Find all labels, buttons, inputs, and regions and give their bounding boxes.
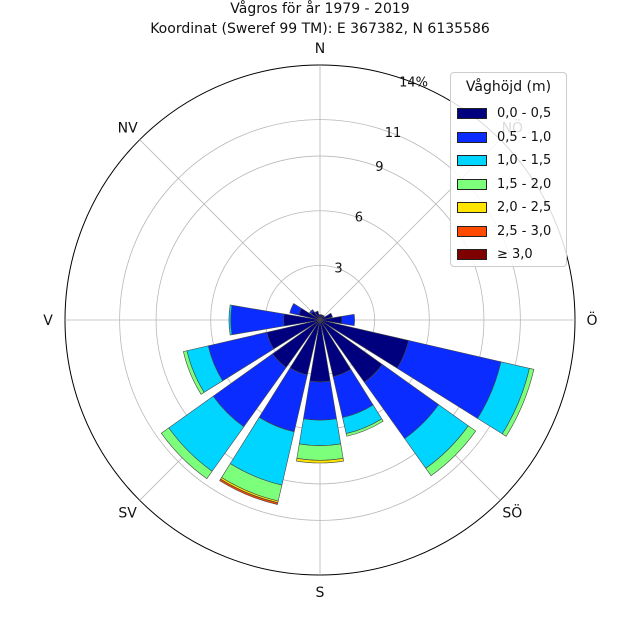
legend-swatch — [457, 155, 487, 166]
direction-label-s: S — [316, 585, 325, 601]
legend-label: 2,0 - 2,5 — [497, 200, 552, 215]
legend-entry: 0,0 - 0,5 — [457, 105, 551, 122]
bar-sector-8-bin-1 — [303, 380, 337, 421]
legend-entry: 2,5 - 3,0 — [457, 223, 551, 240]
legend-swatch — [457, 249, 487, 260]
bar-sector-11-bin-3 — [182, 350, 205, 395]
legend-entry: 1,0 - 1,5 — [457, 152, 551, 169]
bar-sector-0-bin-0 — [318, 314, 322, 321]
bar-sector-15-bin-0 — [314, 310, 321, 321]
radial-tick-labels: 3 6 9 11 14% — [334, 76, 428, 277]
legend-swatch — [457, 131, 487, 143]
radial-tick-label-11: 11 — [385, 126, 402, 141]
legend-swatch — [457, 225, 487, 237]
legend-entry: 1,5 - 2,0 — [457, 176, 551, 193]
bar-sector-6-bin-3 — [425, 425, 477, 477]
bar-sector-8-bin-2 — [298, 418, 342, 446]
legend-entry: 0,5 - 1,0 — [457, 129, 551, 146]
bar-sector-3-bin-0 — [319, 312, 333, 321]
bar-sector-5-bin-3 — [501, 367, 535, 437]
legend-entry: ≥ 3,0 — [457, 246, 533, 263]
radial-tick-label-14: 14% — [399, 76, 428, 91]
bar-sector-2-bin-0 — [319, 315, 325, 321]
radial-tick-label-9: 9 — [375, 160, 383, 175]
direction-label-sv: SV — [118, 505, 137, 521]
direction-label-n: N — [315, 41, 325, 57]
sector-bars — [160, 303, 535, 505]
bar-sector-9-bin-5 — [219, 478, 279, 505]
direction-label-v: V — [43, 313, 53, 329]
legend: Våghöjd (m) 0,0 - 0,5 0,5 - 1,0 1,0 - 1,5 1… — [450, 72, 567, 267]
legend-entry: 2,0 - 2,5 — [457, 199, 551, 216]
legend-label: 0,0 - 0,5 — [497, 106, 552, 121]
bar-sector-8-bin-4 — [296, 457, 344, 464]
legend-label: 2,5 - 3,0 — [497, 223, 552, 239]
bar-sector-10-bin-3 — [160, 427, 213, 480]
chart-title: Vågros för år 1979 - 2019 — [230, 0, 409, 17]
bar-sector-13-bin-1 — [289, 303, 302, 316]
legend-swatch — [457, 108, 487, 119]
bar-sector-8-bin-3 — [296, 443, 344, 461]
bar-sector-7-bin-3 — [345, 418, 384, 437]
direction-label-sö: SÖ — [502, 503, 522, 521]
grid-spoke-nv — [139, 139, 321, 321]
legend-label: 1,5 - 2,0 — [497, 176, 552, 192]
legend-swatch — [457, 178, 487, 190]
bar-sector-4-bin-1 — [341, 313, 355, 327]
chart-subtitle: Koordinat (Sweref 99 TM): E 367382, N 61… — [150, 21, 490, 37]
bar-sector-14-bin-1 — [309, 309, 315, 315]
legend-label: 1,0 - 1,5 — [497, 153, 552, 168]
legend-title: Våghöjd (m) — [465, 79, 552, 95]
radial-tick-label-6: 6 — [355, 211, 363, 226]
legend-label: ≥ 3,0 — [497, 247, 533, 262]
direction-label-ö: Ö — [586, 311, 597, 329]
direction-label-nv: NV — [118, 121, 138, 137]
legend-swatch — [457, 202, 487, 213]
radial-tick-label-3: 3 — [334, 261, 342, 276]
legend-label: 0,5 - 1,0 — [497, 129, 552, 145]
bar-sector-12-bin-2 — [228, 304, 233, 336]
